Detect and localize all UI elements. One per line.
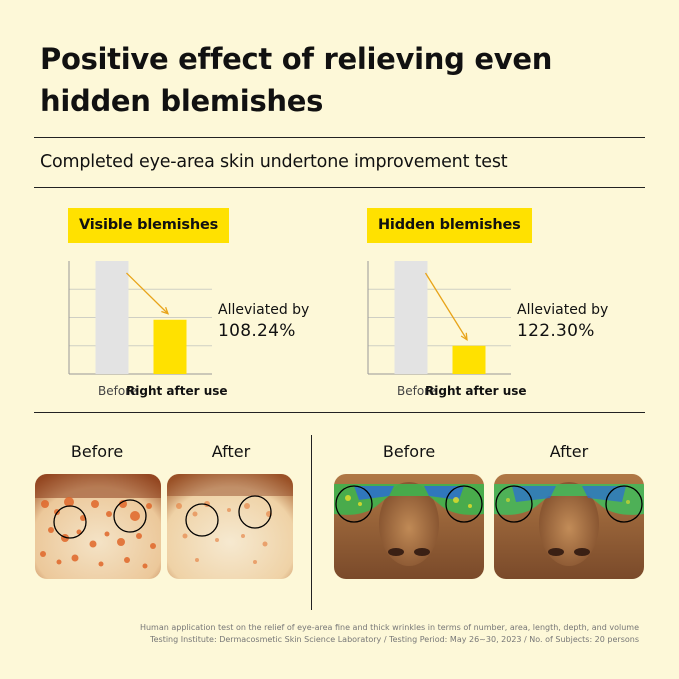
photo-label-right-before: Before (382, 442, 436, 461)
title-line-2: hidden blemishes (40, 84, 324, 118)
chart-1-annotation-value: 108.24% (218, 321, 296, 341)
divider-vertical (311, 435, 312, 610)
skin-closeup-before-photo (35, 474, 161, 579)
footnote-line-1: Human application test on the relief of … (139, 623, 639, 632)
divider-sub (34, 187, 645, 188)
category-label-before: Before (98, 384, 137, 398)
bar-before (95, 261, 129, 374)
category-label-before: Before (397, 384, 436, 398)
arrow-head-icon (460, 332, 468, 342)
page-title: Positive effect of relieving even hidden… (40, 38, 640, 122)
divider-top (34, 137, 645, 138)
bar-before (394, 261, 428, 374)
arrow-head-icon (161, 306, 170, 315)
chart-2-title: Hidden blemishes (367, 208, 532, 243)
chart-1-annotation-label: Alleviated by (218, 302, 310, 318)
bar-after (153, 319, 187, 374)
chart-2-annotation-label: Alleviated by (517, 302, 609, 318)
category-label-after: Right after use (425, 384, 527, 398)
thermal-scan-before-photo (334, 474, 484, 579)
photo-label-left-before: Before (70, 442, 124, 461)
test-subtitle: Completed eye-area skin undertone improv… (40, 152, 508, 172)
photo-label-left-after: After (211, 442, 251, 461)
chart-1-annotation: Alleviated by 108.24% (218, 300, 309, 342)
chart-2-annotation: Alleviated by 122.30% (517, 300, 608, 342)
thermal-scan-after-photo (494, 474, 644, 579)
skin-closeup-after-photo (167, 474, 293, 579)
title-line-1: Positive effect of relieving even (40, 42, 553, 76)
decrease-arrow (424, 272, 468, 341)
chart-1-title: Visible blemishes (68, 208, 230, 243)
divider-mid (34, 412, 645, 413)
chart-2-annotation-value: 122.30% (517, 321, 595, 341)
footnote: Human application test on the relief of … (140, 622, 639, 646)
category-label-after: Right after use (126, 384, 228, 398)
decrease-arrow (126, 272, 169, 315)
photo-label-right-after: After (549, 442, 589, 461)
footnote-line-2: Testing Institute: Dermacosmetic Skin Sc… (150, 635, 639, 644)
bar-after (452, 345, 486, 374)
